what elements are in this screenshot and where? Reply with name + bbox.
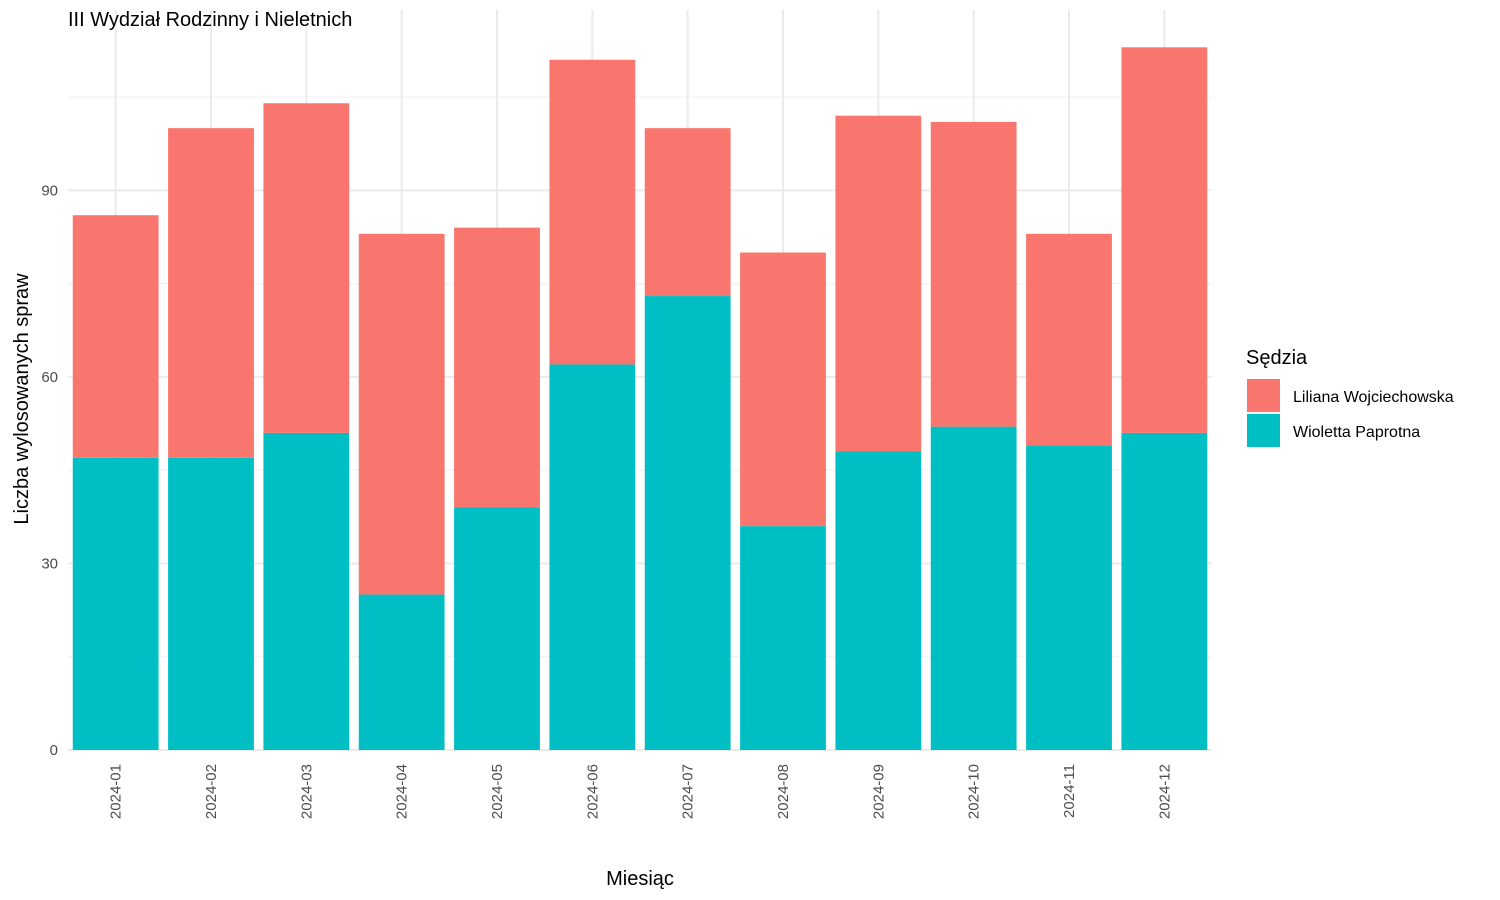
bar-segment-2024-09 xyxy=(835,451,922,750)
bar-segment-2024-04 xyxy=(358,233,445,595)
bar-segment-2024-04 xyxy=(358,594,445,750)
bar-segment-2024-05 xyxy=(454,227,540,508)
bar-segment-2024-07 xyxy=(644,296,731,750)
bar-segment-2024-09 xyxy=(835,115,922,452)
legend-swatch xyxy=(1247,379,1280,412)
x-tick-label: 2024-08 xyxy=(775,764,792,819)
x-tick-label: 2024-05 xyxy=(489,764,506,819)
bar-segment-2024-12 xyxy=(1121,432,1208,750)
chart-title: III Wydział Rodzinny i Nieletnich xyxy=(68,9,352,31)
bar-segment-2024-08 xyxy=(740,252,826,527)
x-axis-ticks: 2024-01 2024-02 2024-03 2024-04 2024-05 2024-… xyxy=(108,764,1174,819)
y-tick-label: 90 xyxy=(41,182,58,199)
x-tick-label: 2024-04 xyxy=(394,764,411,819)
bar-segment-2024-08 xyxy=(740,526,826,750)
bar-segment-2024-11 xyxy=(1026,445,1112,750)
y-axis-ticks: 0 30 60 90 xyxy=(41,182,58,759)
bar-segment-2024-01 xyxy=(72,457,159,750)
y-tick-label: 60 xyxy=(41,369,58,386)
x-tick-label: 2024-06 xyxy=(584,764,601,819)
x-tick-label: 2024-10 xyxy=(966,764,983,819)
legend: Sędzia Liliana Wojciechowska Wioletta Pap… xyxy=(1246,347,1454,447)
legend-items: Liliana Wojciechowska Wioletta Paprotna xyxy=(1247,379,1454,447)
bar-segment-2024-01 xyxy=(72,215,159,458)
x-tick-label: 2024-07 xyxy=(680,764,697,819)
legend-label: Liliana Wojciechowska xyxy=(1293,389,1454,406)
bar-segment-2024-02 xyxy=(168,457,254,750)
x-tick-label: 2024-02 xyxy=(203,764,220,819)
x-tick-label: 2024-12 xyxy=(1156,764,1173,819)
bar-segment-2024-07 xyxy=(644,128,731,297)
bar-segment-2024-12 xyxy=(1121,47,1208,433)
x-tick-label: 2024-01 xyxy=(108,764,125,819)
x-tick-label: 2024-11 xyxy=(1061,764,1078,818)
x-axis-title: Miesiąc xyxy=(606,868,674,890)
x-tick-label: 2024-03 xyxy=(298,764,315,819)
bar-segment-2024-10 xyxy=(930,121,1017,427)
bar-segment-2024-03 xyxy=(263,103,350,433)
bar-segment-2024-06 xyxy=(549,364,636,750)
bar-segment-2024-11 xyxy=(1026,233,1112,446)
bar-segment-2024-02 xyxy=(168,128,254,458)
bar-segment-2024-10 xyxy=(930,426,1017,750)
y-tick-label: 30 xyxy=(41,555,58,572)
y-axis-title: Liczba wylosowanych spraw xyxy=(11,273,33,525)
x-tick-label: 2024-09 xyxy=(870,764,887,819)
legend-label: Wioletta Paprotna xyxy=(1293,424,1420,441)
legend-title: Sędzia xyxy=(1246,347,1308,369)
bar-segment-2024-06 xyxy=(549,59,636,365)
bars xyxy=(72,47,1208,750)
bar-segment-2024-05 xyxy=(454,507,540,750)
legend-swatch xyxy=(1247,414,1280,447)
y-tick-label: 0 xyxy=(50,742,58,759)
bar-segment-2024-03 xyxy=(263,432,350,750)
